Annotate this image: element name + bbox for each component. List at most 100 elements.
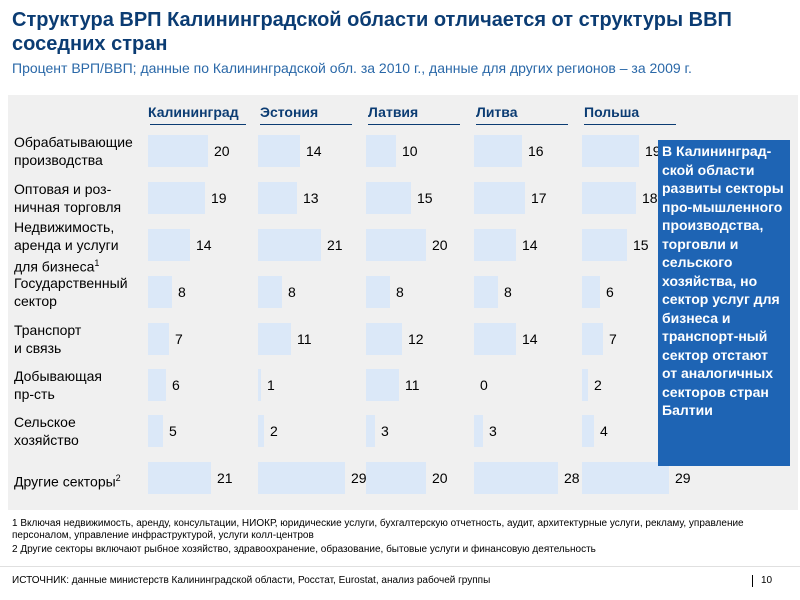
bar-value-label: 3 [489,423,497,439]
bar-value-label: 19 [645,143,661,159]
bar-value-label: 20 [214,143,230,159]
bar [366,369,399,401]
category-label: Недвижимость, аренда и услуги для бизнеса1 [14,218,154,276]
bar [366,462,426,494]
category-label-line: производства [14,152,103,168]
column-header: Латвия [368,104,419,120]
column-header: Литва [476,104,518,120]
bar-value-label: 28 [564,470,580,486]
bar [366,323,402,355]
bar-value-label: 4 [600,423,608,439]
bar [474,276,498,308]
bar [258,182,297,214]
bar [474,229,516,261]
bar [366,415,375,447]
bar [148,462,211,494]
bar [474,182,525,214]
category-label-line: хозяйство [14,432,79,448]
bar [148,415,163,447]
bar [366,276,390,308]
footnote-1: 1 Включая недвижимость, аренду, консульт… [12,518,744,541]
bar-value-label: 2 [594,377,602,393]
category-label-line: аренда и услуги [14,237,119,253]
bar [474,415,483,447]
bar [582,415,594,447]
bar-value-label: 1 [267,377,275,393]
bar [582,462,669,494]
bar-value-label: 10 [402,143,418,159]
conclusion-box: В Калининград-ской области развиты секто… [658,140,790,466]
bar-value-label: 8 [288,284,296,300]
bar-value-label: 29 [351,470,367,486]
bar-value-label: 6 [172,377,180,393]
footnote-2: 2 Другие секторы включают рыбное хозяйст… [12,544,596,555]
page-subtitle: Процент ВРП/ВВП; данные по Калининградск… [12,60,692,76]
bar [582,369,588,401]
column-header-underline [260,124,352,125]
bar [258,369,261,401]
bar-value-label: 17 [531,190,547,206]
bar [474,135,522,167]
bar-value-label: 7 [609,331,617,347]
bar [258,276,282,308]
page-title: Структура ВРП Калининградской области от… [12,9,732,55]
category-label-line: Добывающая [14,368,102,384]
category-label-line: Сельское [14,414,76,430]
bar-value-label: 6 [606,284,614,300]
bar [258,135,300,167]
bar [582,276,600,308]
column-header: Польша [584,104,640,120]
bar-value-label: 14 [306,143,322,159]
category-label-line: Государственный [14,275,128,291]
category-label: Государственный сектор [14,274,154,310]
footer-divider [0,566,800,567]
bar [582,229,627,261]
bar-value-label: 21 [327,237,343,253]
category-label: Обрабатывающие производства [14,133,154,169]
bar [148,135,208,167]
bar [474,462,558,494]
bar [148,182,205,214]
bar-value-label: 8 [178,284,186,300]
footnote-marker: 2 [115,473,121,483]
column-header: Калининград [148,104,239,120]
bar-value-label: 0 [480,377,488,393]
bar-value-label: 11 [405,377,420,393]
bar [258,462,345,494]
category-label: Сельское хозяйство [14,413,154,449]
bar [148,229,190,261]
bar [366,229,426,261]
bar-value-label: 2 [270,423,278,439]
category-label-line: Недвижимость, [14,219,115,235]
category-label-line: и связь [14,340,62,356]
category-label-line: ничная торговля [14,199,122,215]
category-label: Другие секторы2 [14,469,154,491]
category-label-line: для бизнеса [14,258,95,275]
category-label: Оптовая и роз-ничная торговля [14,180,154,216]
bar-value-label: 7 [175,331,183,347]
bar [258,415,264,447]
category-label-line: Транспорт [14,322,82,338]
bar-value-label: 8 [396,284,404,300]
bar-value-label: 16 [528,143,544,159]
column-header: Эстония [260,104,319,120]
bar-value-label: 15 [633,237,649,253]
bar-value-label: 14 [522,237,538,253]
category-label: Транспорт и связь [14,321,154,357]
bar-value-label: 18 [642,190,658,206]
bar [148,323,169,355]
bar [148,369,166,401]
column-header-underline [476,124,568,125]
bar-value-label: 8 [504,284,512,300]
bar [148,276,172,308]
page-number: 10 [752,575,772,587]
bar [366,135,396,167]
category-label-line: сектор [14,293,57,309]
source-text: ИСТОЧНИК: данные министерств Калининград… [12,575,491,586]
bar-value-label: 20 [432,470,448,486]
bar-value-label: 19 [211,190,227,206]
bar-value-label: 15 [417,190,433,206]
column-header-underline [584,124,676,125]
category-label-line: Другие секторы [14,473,116,490]
bar [258,323,291,355]
